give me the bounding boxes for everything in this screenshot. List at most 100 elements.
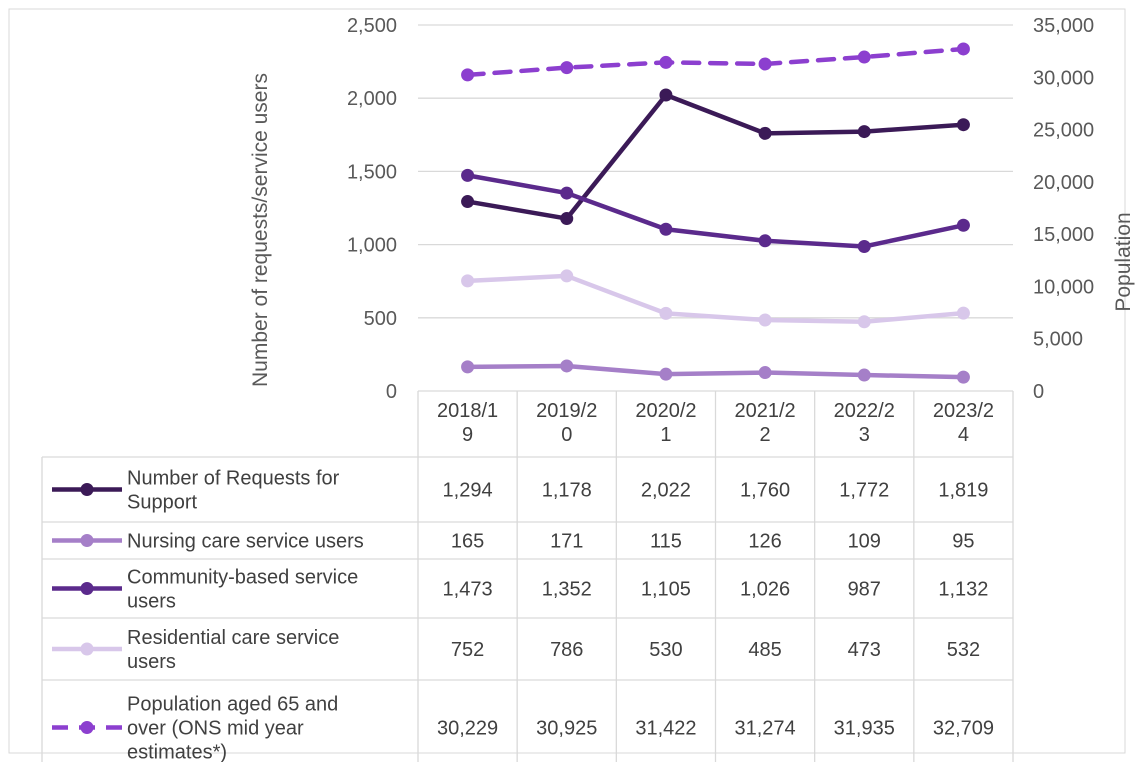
data-label: 30,229 [437,718,498,740]
data-point [956,370,970,384]
data-point [461,168,475,182]
y-tick-label: 500 [364,308,397,330]
data-point [659,306,673,320]
data-label: 115 [650,531,682,553]
y2-tick-label: 25,000 [1033,120,1094,142]
data-point [659,222,673,236]
data-point [956,42,970,56]
x-tick-label-line: 0 [561,424,572,446]
x-tick-label-line: 2018/1 [437,400,498,422]
data-label: 1,105 [641,579,691,601]
data-point [659,55,673,69]
data-label: 1,772 [839,480,889,502]
data-point [758,313,772,327]
y2-tick-label: 0 [1033,381,1044,403]
data-point [461,68,475,82]
x-tick-label: 2022/2 3 [834,400,895,446]
legend-entry-line: Community-based service [127,567,358,589]
data-label: 1,026 [740,579,790,601]
data-label: 752 [451,639,484,661]
data-point [560,212,574,226]
legend-entry: Population aged 65 and over (ONS mid year… [127,694,338,762]
data-label: 171 [550,531,583,553]
x-tick-label-line: 2019/2 [536,400,597,422]
data-label: 31,935 [834,718,895,740]
legend-entry-line: Number of Requests for [127,468,340,490]
y-tick-label: 0 [386,381,397,403]
data-label: 1,352 [542,579,592,601]
data-label: 987 [848,579,881,601]
data-point [758,126,772,140]
data-label: 126 [748,531,781,553]
legend-entry: Residential care service users [127,627,339,673]
series-line [465,273,966,325]
data-label: 32,709 [933,718,994,740]
y-tick-label: 1,500 [347,161,397,183]
legend-key-marker [80,582,94,595]
x-tick-label-line: 2 [760,424,771,446]
x-tick-label: 2021/2 2 [734,400,795,446]
data-point [956,306,970,320]
x-tick-label-line: 9 [462,424,473,446]
legend-entry-line: Nursing care service users [127,531,364,553]
legend-entry-line: Residential care service [127,627,339,649]
data-label: 530 [649,639,682,661]
y2-tick-label: 20,000 [1033,172,1094,194]
legend-entry: Community-based service users [127,567,358,613]
data-point [758,57,772,71]
data-label: 1,294 [443,480,493,502]
series-line [465,46,966,78]
data-point [857,50,871,64]
series-line [465,92,966,221]
y2-tick-label: 35,000 [1033,15,1094,37]
data-label: 532 [947,639,980,661]
x-tick-label-line: 2020/2 [635,400,696,422]
legend-key-marker [80,483,94,496]
data-point [560,359,574,373]
data-label: 786 [550,639,583,661]
data-label: 1,819 [938,480,988,502]
data-point [461,195,475,209]
data-point [857,315,871,329]
legend-entry-line: Support [127,492,197,514]
data-point [758,366,772,380]
y2-axis-title: Population [1112,212,1135,311]
data-label: 2,022 [641,480,691,502]
legend-entry: Nursing care service users [127,531,364,553]
y-tick-label: 1,000 [347,235,397,257]
y2-tick-label: 30,000 [1033,67,1094,89]
data-label: 1,760 [740,480,790,502]
x-tick-label: 2020/2 1 [635,400,696,446]
data-label: 1,178 [542,480,592,502]
legend-key-marker [80,721,94,734]
legend-key-marker [80,642,94,656]
x-tick-label-line: 4 [958,424,969,446]
data-point [659,367,673,381]
data-point [857,368,871,382]
data-point [857,240,871,254]
data-point [560,61,574,75]
y-tick-label: 2,000 [347,88,397,110]
data-point [560,186,574,200]
y-tick-label: 2,500 [347,15,397,37]
data-point [461,274,475,288]
x-tick-label: 2019/2 0 [536,400,597,446]
legend-entry: Number of Requests for Support [127,468,340,514]
x-tick-label-line: 2021/2 [734,400,795,422]
data-point [560,269,574,283]
y2-tick-label: 10,000 [1033,276,1094,298]
series-line [465,363,966,380]
data-point [956,118,970,132]
legend-key-marker [80,534,94,547]
data-label: 31,422 [635,718,696,740]
data-point [461,360,475,374]
data-label: 165 [451,531,484,553]
data-label: 30,925 [536,718,597,740]
y2-tick-label: 5,000 [1033,329,1083,351]
data-label: 473 [848,639,881,661]
data-point [758,234,772,248]
data-label: 109 [848,531,881,553]
data-point [857,125,871,139]
data-label: 485 [748,639,781,661]
